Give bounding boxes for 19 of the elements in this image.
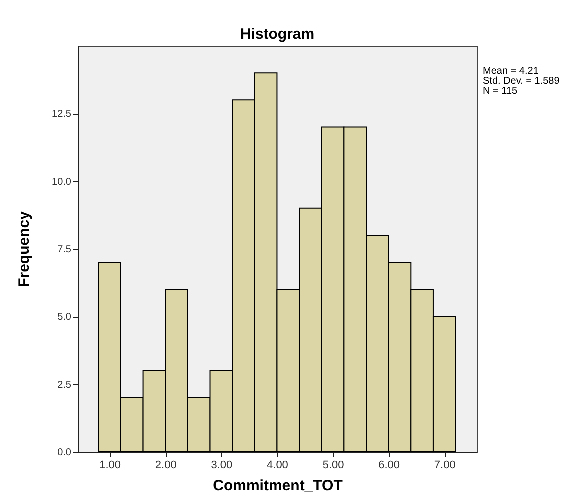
x-tick-label: 6.00 [378, 460, 400, 472]
text: N = 115 [483, 86, 518, 97]
chart-title: Histogram [240, 26, 315, 43]
y-tick-label: 0.0 [58, 448, 72, 458]
y-tick-label: 5.0 [58, 312, 72, 324]
x-tick-label: 1.00 [100, 460, 122, 472]
y-tick-label: 2.5 [58, 380, 72, 391]
x-tick-label: 2.00 [155, 460, 177, 472]
x-tick-label: 4.00 [267, 460, 288, 472]
y-tick-label: 10.0 [52, 176, 72, 188]
y-tick-label: 7.5 [58, 244, 72, 256]
y-tick-label: 12.5 [52, 109, 72, 120]
text: Std. Dev. = 1.589 [483, 76, 560, 87]
x-axis-title: Commitment_TOT [213, 478, 343, 494]
x-tick-label: 5.00 [322, 460, 344, 472]
y-axis-title: Frequency [16, 210, 34, 288]
text: Mean = 4.21 [483, 66, 540, 77]
x-tick-label: 7.00 [434, 460, 456, 472]
x-tick-label: 3.00 [211, 460, 233, 472]
